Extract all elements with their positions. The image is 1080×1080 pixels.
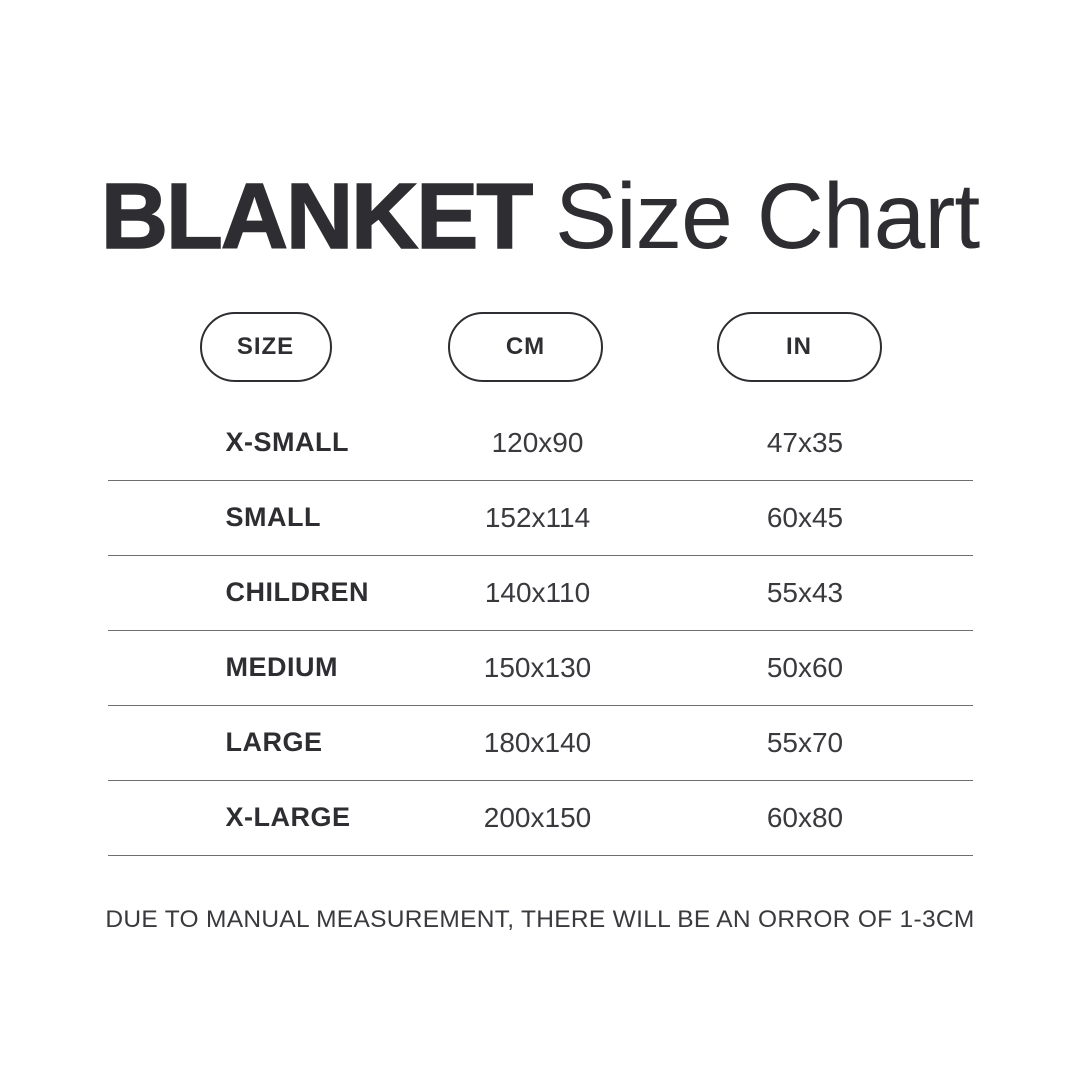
- header-pill-in: IN: [716, 311, 882, 382]
- table-row: X-SMALL 120x90 47x35: [107, 406, 973, 481]
- page-title: BLANKET Size Chart: [0, 0, 1080, 266]
- row-cm-value: 180x140: [483, 726, 592, 758]
- row-cm-value: 152x114: [484, 501, 591, 533]
- row-cm-value: 200x150: [483, 801, 592, 833]
- row-in-value: 47x35: [766, 426, 844, 458]
- row-in-value: 55x43: [766, 576, 844, 608]
- row-cm-value: 150x130: [483, 651, 592, 683]
- row-size-label: SMALL: [225, 502, 321, 533]
- table-row: SMALL 152x114 60x45: [107, 481, 973, 556]
- header-pill-size: SIZE: [199, 311, 332, 382]
- row-in-value: 55x70: [766, 726, 844, 758]
- title-product-word: BLANKET: [100, 164, 534, 268]
- title-suffix-words: Size Chart: [554, 164, 980, 268]
- row-size-label: LARGE: [225, 727, 323, 758]
- row-cm-value: 120x90: [491, 426, 584, 458]
- row-size-label: MEDIUM: [225, 652, 338, 683]
- row-in-value: 60x80: [766, 801, 844, 833]
- table-body: X-SMALL 120x90 47x35 SMALL 152x114 60x45…: [107, 406, 973, 856]
- row-size-label: X-SMALL: [225, 427, 349, 458]
- table-row: LARGE 180x140 55x70: [107, 706, 973, 781]
- table-header-row: SIZE CM IN: [108, 311, 973, 382]
- row-in-value: 60x45: [766, 501, 844, 533]
- header-pill-cm: CM: [448, 311, 603, 382]
- row-cm-value: 140x110: [484, 576, 591, 608]
- row-size-label: CHILDREN: [225, 577, 369, 608]
- row-in-value: 50x60: [766, 651, 844, 683]
- table-row: X-LARGE 200x150 60x80: [107, 781, 973, 856]
- measurement-disclaimer: DUE TO MANUAL MEASUREMENT, THERE WILL BE…: [105, 905, 975, 933]
- row-size-label: X-LARGE: [225, 802, 351, 833]
- table-row: CHILDREN 140x110 55x43: [107, 556, 973, 631]
- table-row: MEDIUM 150x130 50x60: [107, 631, 973, 706]
